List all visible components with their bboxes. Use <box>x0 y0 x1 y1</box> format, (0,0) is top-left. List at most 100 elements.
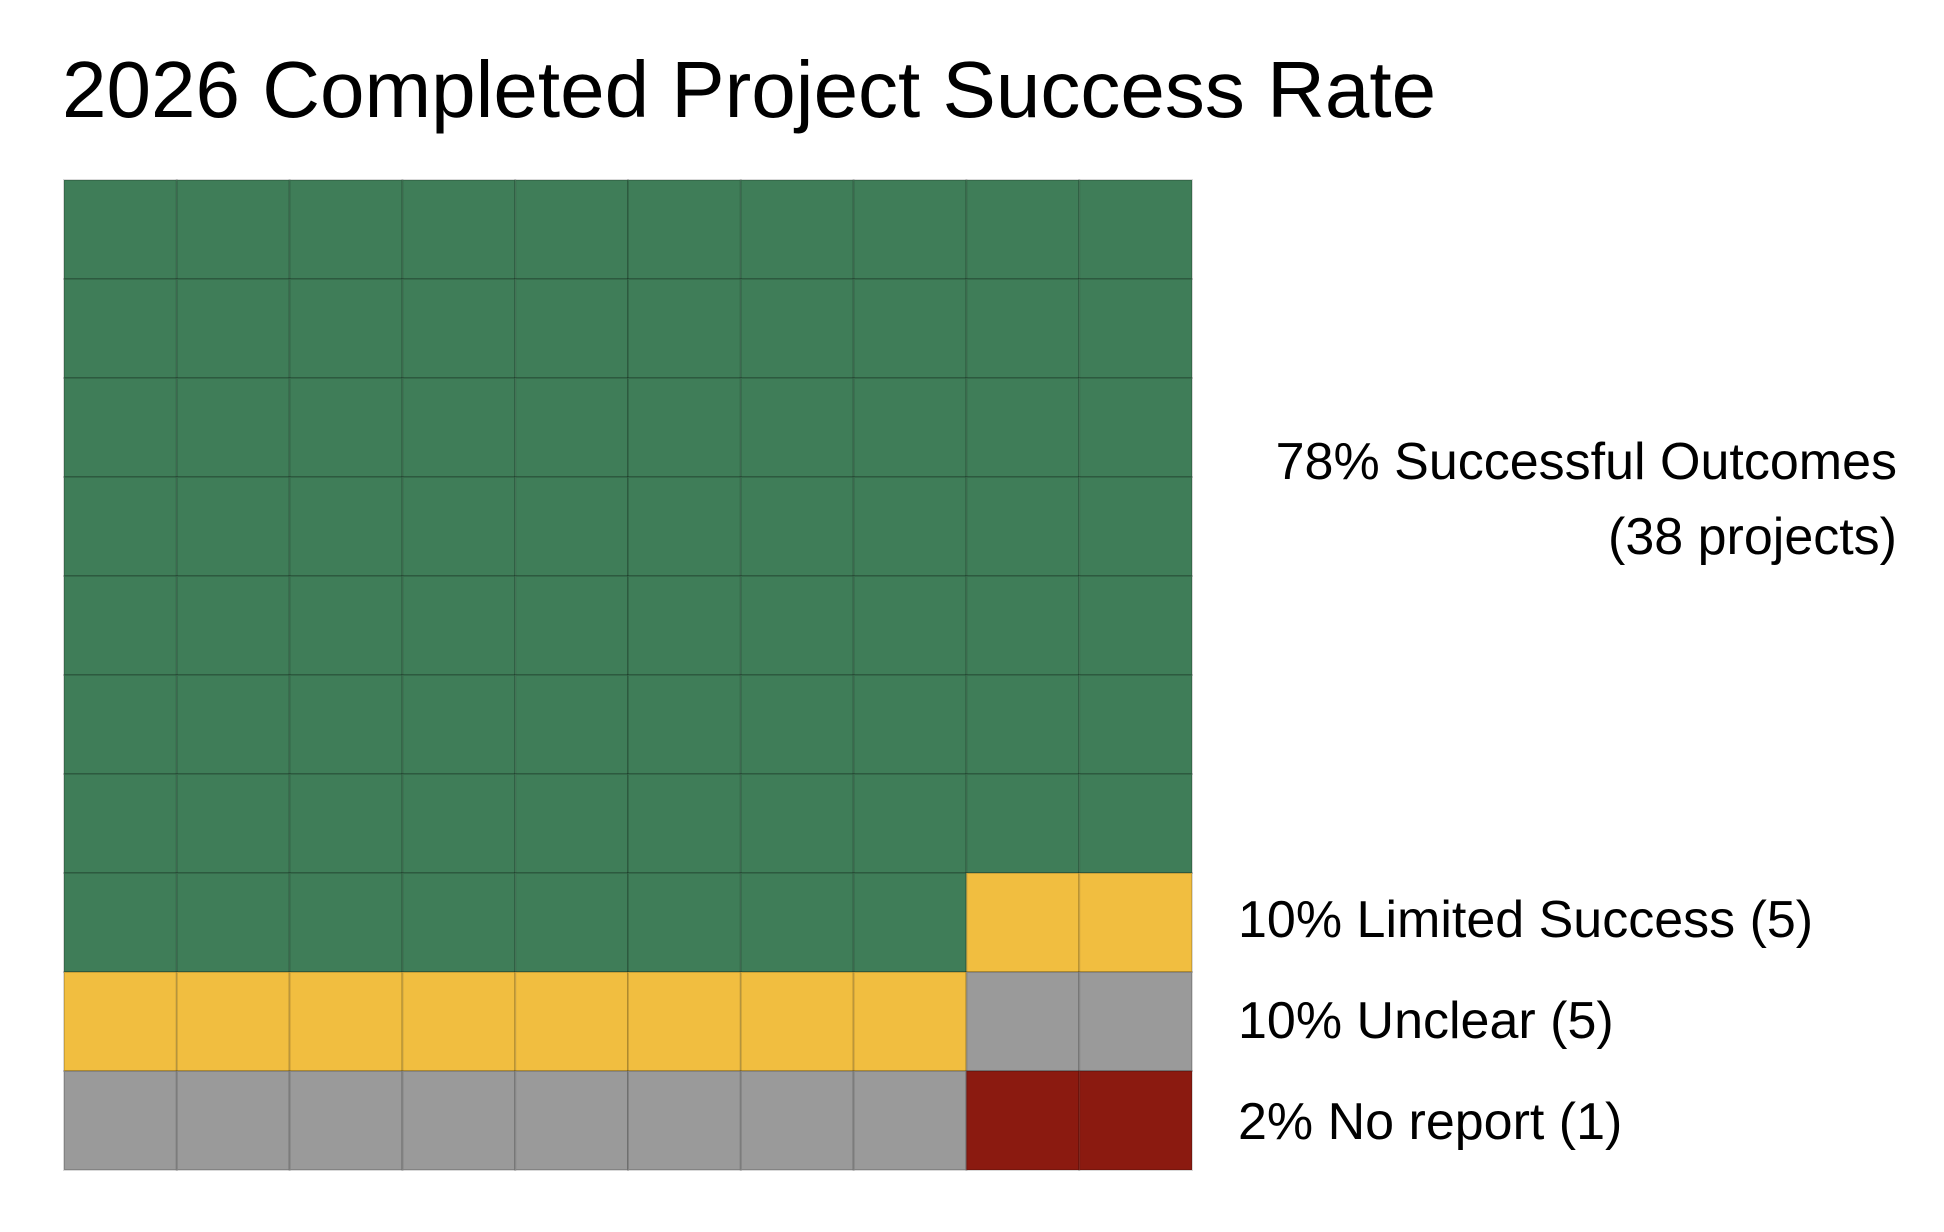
waffle-cell-unclear <box>514 1070 630 1171</box>
waffle-cell-successful-outcomes <box>965 575 1081 676</box>
waffle-cell-limited-success <box>288 971 404 1072</box>
waffle-cell-successful-outcomes <box>627 278 742 379</box>
waffle-cell-limited-success <box>514 971 630 1072</box>
waffle-cell-successful-outcomes <box>852 377 968 478</box>
waffle-cell-successful-outcomes <box>288 575 404 676</box>
waffle-cell-successful-outcomes <box>288 476 404 577</box>
waffle-cell-unclear <box>965 971 1081 1072</box>
waffle-cell-successful-outcomes <box>288 278 404 379</box>
waffle-cell-successful-outcomes <box>739 575 855 676</box>
waffle-cell-unclear <box>627 1070 742 1171</box>
waffle-cell-successful-outcomes <box>175 476 291 577</box>
waffle-cell-successful-outcomes <box>852 773 968 874</box>
waffle-cell-successful-outcomes <box>965 179 1081 280</box>
waffle-cell-successful-outcomes <box>401 773 517 874</box>
waffle-cell-successful-outcomes <box>627 872 742 973</box>
waffle-cell-successful-outcomes <box>401 674 517 775</box>
waffle-cell-successful-outcomes <box>1078 476 1193 577</box>
waffle-cell-successful-outcomes <box>288 872 404 973</box>
waffle-cell-successful-outcomes <box>514 476 630 577</box>
waffle-cell-limited-success <box>627 971 742 1072</box>
chart-title: 2026 Completed Project Success Rate <box>62 45 1437 134</box>
waffle-cell-successful-outcomes <box>739 872 855 973</box>
label-successful-outcomes: 78% Successful Outcomes <box>1275 433 1897 491</box>
waffle-cell-successful-outcomes <box>63 179 178 280</box>
waffle-cell-successful-outcomes <box>1078 575 1193 676</box>
waffle-cell-limited-success <box>1078 872 1193 973</box>
waffle-cell-successful-outcomes <box>965 674 1081 775</box>
waffle-cell-successful-outcomes <box>627 575 742 676</box>
waffle-cell-successful-outcomes <box>288 674 404 775</box>
waffle-cell-successful-outcomes <box>739 179 855 280</box>
waffle-cell-successful-outcomes <box>514 278 630 379</box>
waffle-cell-successful-outcomes <box>63 278 178 379</box>
waffle-cell-limited-success <box>401 971 517 1072</box>
waffle-cell-unclear <box>401 1070 517 1171</box>
waffle-cell-successful-outcomes <box>175 179 291 280</box>
label-no-report: 2% No report (1) <box>1238 1093 1623 1151</box>
waffle-cell-unclear <box>1078 971 1193 1072</box>
waffle-cell-successful-outcomes <box>63 872 178 973</box>
waffle-cell-limited-success <box>175 971 291 1072</box>
waffle-cell-successful-outcomes <box>852 674 968 775</box>
waffle-cell-successful-outcomes <box>627 674 742 775</box>
waffle-cell-unclear <box>288 1070 404 1171</box>
waffle-cell-unclear <box>175 1070 291 1171</box>
waffle-cell-successful-outcomes <box>175 773 291 874</box>
waffle-cell-successful-outcomes <box>514 575 630 676</box>
waffle-cell-successful-outcomes <box>514 674 630 775</box>
waffle-cell-successful-outcomes <box>175 377 291 478</box>
waffle-cell-successful-outcomes <box>965 773 1081 874</box>
waffle-cell-successful-outcomes <box>401 575 517 676</box>
label-limited-success: 10% Limited Success (5) <box>1238 891 1814 949</box>
waffle-cell-unclear <box>852 1070 968 1171</box>
waffle-cell-successful-outcomes <box>852 575 968 676</box>
waffle-cell-successful-outcomes <box>63 575 178 676</box>
waffle-cell-successful-outcomes <box>514 377 630 478</box>
waffle-cell-successful-outcomes <box>288 773 404 874</box>
waffle-cell-successful-outcomes <box>739 773 855 874</box>
waffle-cell-successful-outcomes <box>175 278 291 379</box>
waffle-cell-successful-outcomes <box>627 476 742 577</box>
waffle-cell-limited-success <box>63 971 178 1072</box>
waffle-cell-successful-outcomes <box>739 278 855 379</box>
label-unclear: 10% Unclear (5) <box>1238 992 1614 1050</box>
waffle-cell-successful-outcomes <box>852 476 968 577</box>
waffle-cell-successful-outcomes <box>852 179 968 280</box>
waffle-cell-successful-outcomes <box>1078 377 1193 478</box>
waffle-cell-successful-outcomes <box>63 674 178 775</box>
waffle-cell-no-report <box>1078 1070 1193 1171</box>
waffle-cell-successful-outcomes <box>514 179 630 280</box>
waffle-cell-successful-outcomes <box>63 476 178 577</box>
waffle-cell-successful-outcomes <box>1078 674 1193 775</box>
waffle-cell-successful-outcomes <box>175 674 291 775</box>
waffle-cell-limited-success <box>739 971 855 1072</box>
waffle-cell-successful-outcomes <box>627 179 742 280</box>
waffle-cell-unclear <box>739 1070 855 1171</box>
waffle-cell-successful-outcomes <box>175 872 291 973</box>
waffle-cell-successful-outcomes <box>739 674 855 775</box>
waffle-cell-successful-outcomes <box>175 575 291 676</box>
waffle-cell-successful-outcomes <box>401 377 517 478</box>
waffle-cell-successful-outcomes <box>401 476 517 577</box>
waffle-cell-successful-outcomes <box>1078 179 1193 280</box>
label-successful-outcomes-count: (38 projects) <box>1608 508 1897 566</box>
waffle-cell-successful-outcomes <box>627 773 742 874</box>
waffle-cell-successful-outcomes <box>288 179 404 280</box>
waffle-cell-successful-outcomes <box>852 278 968 379</box>
waffle-cell-successful-outcomes <box>852 872 968 973</box>
waffle-cell-successful-outcomes <box>739 476 855 577</box>
waffle-cell-successful-outcomes <box>63 377 178 478</box>
waffle-cell-successful-outcomes <box>514 872 630 973</box>
waffle-cell-no-report <box>965 1070 1081 1171</box>
waffle-cell-successful-outcomes <box>965 278 1081 379</box>
waffle-cell-successful-outcomes <box>627 377 742 478</box>
waffle-cell-successful-outcomes <box>739 377 855 478</box>
waffle-cell-successful-outcomes <box>63 773 178 874</box>
waffle-cell-successful-outcomes <box>1078 278 1193 379</box>
waffle-cell-successful-outcomes <box>1078 773 1193 874</box>
waffle-cell-successful-outcomes <box>514 773 630 874</box>
waffle-cell-successful-outcomes <box>965 377 1081 478</box>
waffle-cell-successful-outcomes <box>401 872 517 973</box>
